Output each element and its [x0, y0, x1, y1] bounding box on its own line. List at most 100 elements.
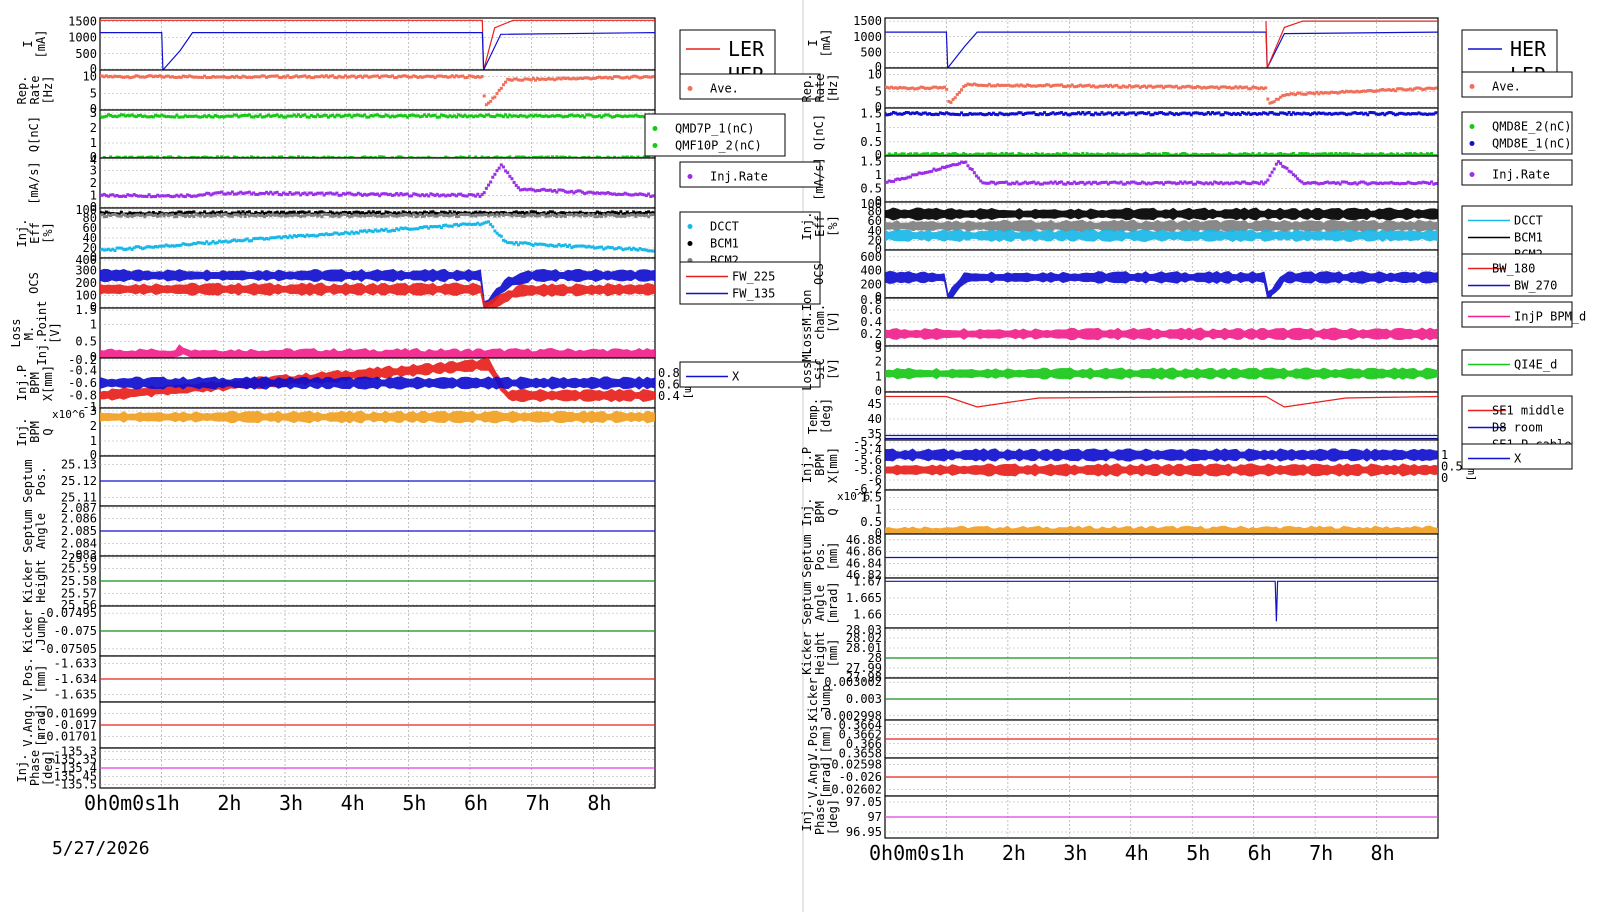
data-point — [346, 191, 350, 195]
data-point — [913, 173, 917, 177]
data-point — [361, 114, 365, 118]
data-point — [403, 192, 407, 196]
data-point — [224, 156, 228, 158]
data-point — [329, 233, 333, 237]
data-point — [555, 212, 559, 216]
data-point — [414, 211, 418, 215]
data-point — [117, 74, 121, 78]
series-group — [100, 210, 655, 253]
data-point — [598, 114, 601, 118]
data-point — [512, 180, 516, 184]
data-point — [145, 213, 149, 217]
data-point — [1334, 181, 1338, 185]
data-point — [186, 210, 190, 214]
data-point — [1308, 113, 1312, 117]
data-point — [367, 156, 371, 158]
data-point — [589, 77, 593, 81]
data-point — [1347, 112, 1351, 116]
data-point — [1396, 181, 1400, 185]
data-point — [162, 212, 166, 216]
data-point — [205, 76, 209, 80]
data-point — [141, 115, 145, 119]
data-point — [1285, 153, 1289, 156]
data-point — [267, 113, 271, 117]
data-point — [222, 75, 226, 79]
data-point — [316, 75, 320, 79]
data-point — [1032, 180, 1036, 184]
y-axis-label: [mA/s] — [812, 157, 826, 200]
data-point — [1204, 112, 1208, 116]
data-point — [102, 215, 106, 219]
data-point — [352, 156, 356, 158]
data-point — [1151, 85, 1155, 89]
y-tick-label: 80 — [83, 211, 97, 225]
y-tick-label: 0.5 — [75, 334, 97, 348]
data-point — [970, 167, 974, 171]
data-point — [371, 210, 375, 214]
data-point — [1219, 85, 1223, 89]
data-point — [1189, 153, 1193, 156]
data-point — [540, 77, 544, 81]
data-point — [1047, 181, 1051, 185]
y-tick-label: 0 — [875, 338, 882, 352]
data-point — [457, 113, 461, 117]
data-point — [111, 193, 115, 197]
data-point — [606, 113, 610, 117]
data-point — [395, 191, 399, 195]
data-point — [1387, 88, 1391, 92]
data-point — [326, 191, 330, 195]
data-point — [1149, 113, 1153, 117]
data-point — [237, 115, 241, 119]
data-point — [282, 75, 286, 79]
data-point — [1379, 88, 1383, 92]
data-point — [194, 212, 198, 216]
data-point — [1113, 152, 1117, 156]
data-point — [499, 156, 503, 158]
data-point — [962, 152, 966, 156]
y-tick-label: 2 — [875, 354, 882, 368]
data-point — [1423, 153, 1427, 156]
data-point — [102, 211, 106, 215]
data-point — [1355, 153, 1359, 156]
data-point — [367, 214, 371, 218]
data-point — [139, 75, 143, 79]
data-point — [476, 221, 480, 225]
data-point — [1336, 112, 1340, 116]
data-point — [435, 212, 439, 216]
data-point — [1223, 153, 1227, 156]
data-point — [361, 213, 365, 217]
data-point — [627, 193, 631, 197]
data-point — [397, 211, 401, 215]
data-point — [555, 244, 559, 248]
data-point — [166, 212, 170, 216]
data-point — [576, 77, 580, 81]
data-point — [209, 214, 213, 218]
data-point — [1043, 84, 1047, 88]
data-point — [578, 114, 582, 118]
data-point — [499, 234, 503, 238]
data-point — [1077, 152, 1081, 156]
y-axis-label: Rate — [28, 76, 42, 105]
data-point — [1427, 153, 1431, 156]
y-tick-label: 27.98 — [846, 670, 882, 684]
data-point — [538, 113, 542, 117]
data-point — [1342, 152, 1346, 156]
y-tick-label: 200 — [75, 276, 97, 290]
data-point — [974, 83, 978, 87]
data-point — [501, 213, 505, 217]
data-point — [600, 115, 604, 119]
data-point — [896, 177, 900, 181]
data-point — [1145, 152, 1149, 156]
y-tick-label: 27.99 — [846, 661, 882, 675]
data-point — [171, 195, 175, 199]
data-point — [598, 191, 601, 195]
data-point — [1387, 181, 1391, 185]
data-point — [1087, 83, 1091, 87]
data-point — [544, 155, 548, 158]
data-point — [196, 193, 200, 197]
data-point — [126, 75, 130, 79]
y-axis-label: Rep. — [15, 76, 29, 105]
data-point — [115, 193, 119, 197]
series-group — [885, 580, 1438, 622]
